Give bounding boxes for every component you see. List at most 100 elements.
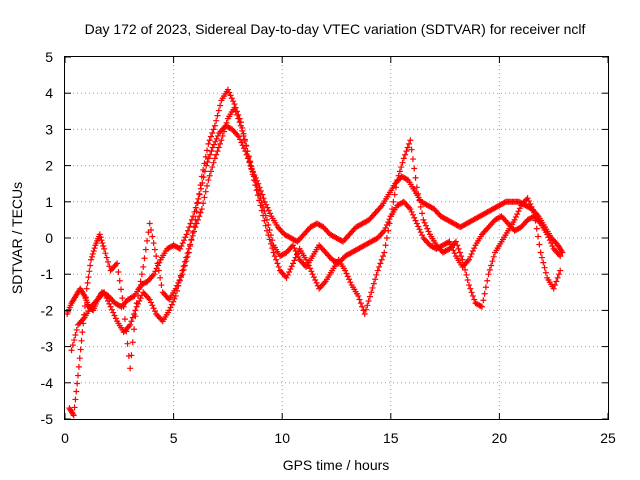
data-point [471,245,478,252]
data-point [244,148,251,155]
data-point [155,267,162,274]
data-point [88,253,95,260]
chart-title: Day 172 of 2023, Sidereal Day-to-day VTE… [85,21,586,37]
data-point [554,274,561,281]
data-point [196,213,203,220]
data-point [361,311,368,318]
data-point [357,300,364,307]
data-point [288,263,295,270]
data-point [525,198,532,205]
data-point [394,177,401,184]
data-point [546,237,553,244]
data-point [455,245,462,252]
y-tick-label: 1 [45,194,53,210]
data-point [412,217,419,224]
data-point [207,151,214,158]
data-point [533,225,540,232]
data-point [134,300,141,307]
data-point [263,201,270,208]
data-point [245,153,252,160]
data-point [240,132,247,139]
data-point [262,222,269,229]
data-point [205,177,212,184]
data-point [87,262,94,269]
data-point [398,164,405,171]
data-point [544,231,551,238]
data-point [107,303,114,310]
data-point [261,217,268,224]
x-tick-label: 5 [170,430,178,446]
data-point [265,207,272,214]
data-point [214,112,221,119]
data-point [72,332,79,339]
data-point [482,284,489,291]
data-point [114,260,121,267]
data-point [248,163,255,170]
x-tick-label: 10 [274,430,290,446]
y-tick-label: 2 [45,158,53,174]
y-tick-label: 4 [45,85,53,101]
data-point [167,304,174,311]
data-point [209,130,216,137]
data-point [157,274,164,281]
data-point [103,295,110,302]
data-point [269,245,276,252]
data-point [408,146,415,153]
x-axis-label: GPS time / hours [283,457,390,473]
data-point [182,234,189,241]
data-point [293,250,300,257]
data-point [468,289,475,296]
data-point [99,240,106,247]
data-point [136,297,143,304]
data-point [511,216,518,223]
data-point [75,363,82,370]
data-point [106,263,113,270]
data-point [343,270,350,277]
data-point [73,326,80,333]
data-point [553,278,560,285]
data-point [146,296,153,303]
data-point [220,128,227,135]
data-point [84,279,91,286]
data-point [260,203,267,210]
x-tick-label: 0 [61,430,69,446]
data-point [356,296,363,303]
data-point [538,254,545,261]
data-point [204,147,211,154]
data-point [313,279,320,286]
data-point [275,263,282,270]
data-point [391,191,398,198]
data-point [261,198,268,205]
data-point [263,227,270,234]
data-point [192,204,199,211]
data-point [152,268,159,275]
data-point [310,274,317,281]
data-point [137,295,144,302]
data-point [312,276,319,283]
data-point [192,224,199,231]
data-point [198,206,205,213]
data-point [402,151,409,158]
y-tick-label: -5 [41,411,54,427]
data-point [141,255,148,262]
data-point [187,241,194,248]
data-point [91,245,98,252]
y-tick-label: -4 [41,375,54,391]
data-point [68,347,75,354]
data-point [241,137,248,144]
data-point [528,203,535,210]
data-point [133,303,140,310]
data-point [303,256,310,263]
data-point [205,155,212,162]
data-point [101,289,108,296]
data-point [267,232,274,239]
data-point [266,236,273,243]
data-point [235,133,242,140]
data-point [214,148,221,155]
data-point [271,253,278,260]
data-point [243,143,250,150]
data-point [374,267,381,274]
data-point [119,295,126,302]
data-point [215,144,222,151]
